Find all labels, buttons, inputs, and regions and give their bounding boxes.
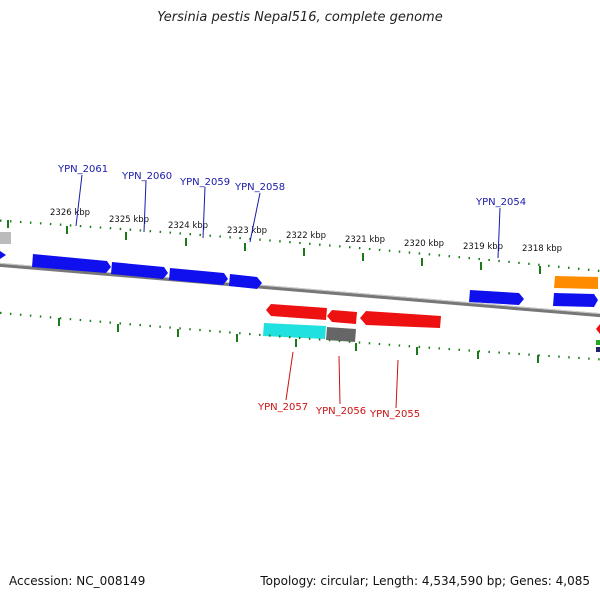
topology-text: Topology: circular; Length: 4,534,590 bp… xyxy=(260,574,590,588)
reverse-leader-lines xyxy=(285,351,399,409)
gene-ypn-2059[interactable] xyxy=(169,268,228,285)
gene-label-ypn-2059: YPN_2059 xyxy=(179,177,230,188)
forward-leader-lines xyxy=(75,174,501,259)
gene-ypn-2058[interactable] xyxy=(229,274,262,289)
gene-label-ypn-2055: YPN_2055 xyxy=(369,409,420,420)
kbp-label-2321: 2321 kbp xyxy=(345,235,385,245)
gene-orange-right[interactable] xyxy=(554,276,598,289)
gene-ypn-2055[interactable] xyxy=(360,311,441,328)
genome-backbone xyxy=(0,262,600,318)
gene-ypn-2056-red[interactable] xyxy=(327,310,357,324)
gene-label-ypn-2057: YPN_2057 xyxy=(257,402,308,413)
kbp-label-2320: 2320 kbp xyxy=(404,239,444,249)
gene-ypn-2060[interactable] xyxy=(111,262,168,279)
kbp-label-2325: 2325 kbp xyxy=(109,215,149,225)
gene-red-right-partial[interactable] xyxy=(596,324,600,334)
kbp-label-2324: 2324 kbp xyxy=(168,221,208,231)
lower-major-ticks xyxy=(58,318,539,363)
kbp-label-2318: 2318 kbp xyxy=(522,244,562,254)
gene-ypn-2056[interactable] xyxy=(326,327,356,342)
gene-ypn-2057[interactable] xyxy=(263,323,326,339)
upper-major-ticks xyxy=(7,220,541,274)
gene-label-ypn-2054: YPN_2054 xyxy=(475,197,526,208)
upper-tick-track xyxy=(0,219,600,273)
gene-gray-left-partial[interactable] xyxy=(0,232,11,244)
gene-label-ypn-2061: YPN_2061 xyxy=(57,164,108,175)
gene-label-ypn-2056: YPN_2056 xyxy=(315,406,366,417)
gene-blue-right[interactable] xyxy=(553,293,598,307)
reverse-genes xyxy=(263,304,600,352)
kbp-label-2322: 2322 kbp xyxy=(286,231,326,241)
gene-ypn-2061[interactable] xyxy=(32,254,111,273)
lower-tick-track xyxy=(0,311,600,361)
gene-ypn-2054[interactable] xyxy=(469,290,524,305)
kbp-label-2323: 2323 kbp xyxy=(227,226,267,236)
forward-genes xyxy=(32,254,598,307)
gene-red-a[interactable] xyxy=(266,304,327,320)
gene-label-ypn-2060: YPN_2060 xyxy=(121,171,172,182)
gene-label-ypn-2058: YPN_2058 xyxy=(234,182,285,193)
map-title: Yersinia pestis Nepal516, complete genom… xyxy=(157,10,443,25)
gene-blue-left-partial[interactable] xyxy=(0,251,6,259)
accession-text: Accession: NC_008149 xyxy=(9,574,146,588)
kbp-label-2319: 2319 kbp xyxy=(463,242,503,252)
kbp-label-2326: 2326 kbp xyxy=(50,208,90,218)
